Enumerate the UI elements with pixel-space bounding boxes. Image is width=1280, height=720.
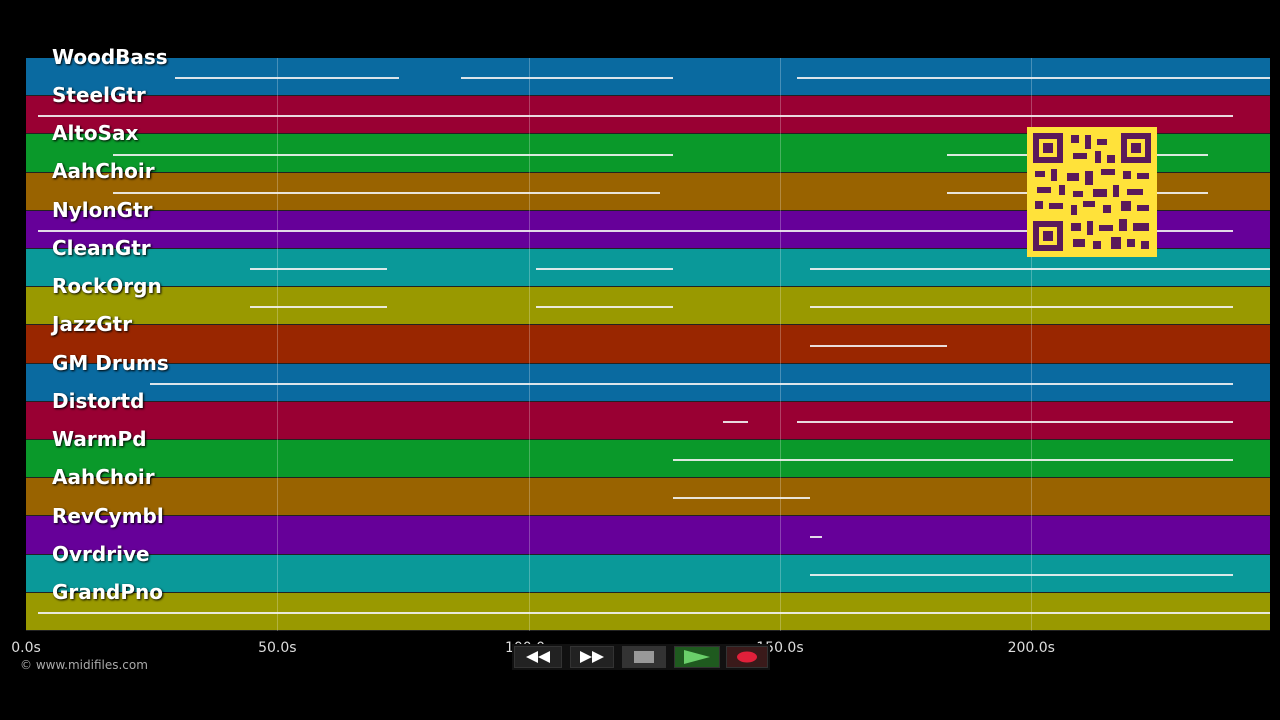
play-icon — [684, 650, 710, 664]
note-streak — [809, 344, 947, 347]
track-label: AahChoir — [52, 159, 155, 183]
stop-button[interactable] — [622, 646, 666, 668]
copyright-text: © www.midifiles.com — [20, 658, 148, 672]
note-streak — [38, 611, 1270, 614]
time-tick-label: 50.0s — [258, 640, 297, 656]
note-streak — [809, 535, 823, 538]
track-label: GrandPno — [52, 580, 163, 604]
time-gridline — [277, 58, 279, 631]
note-streak — [461, 77, 673, 80]
note-streak — [797, 77, 1270, 80]
note-streak — [809, 306, 1233, 309]
note-streak — [722, 420, 748, 423]
record-icon — [737, 651, 757, 663]
track-lane[interactable] — [26, 287, 1270, 326]
time-gridline — [1031, 58, 1033, 631]
fast-forward-icon — [580, 651, 604, 663]
track-label: RockOrgn — [52, 274, 162, 298]
track-label: SteelGtr — [52, 83, 146, 107]
track-label: Ovrdrive — [52, 542, 150, 566]
note-streak — [113, 191, 661, 194]
track-label: CleanGtr — [52, 236, 151, 260]
time-tick-label: 200.0s — [1007, 640, 1055, 656]
note-streak — [809, 573, 1233, 576]
fast-forward-button[interactable] — [570, 646, 614, 668]
track-label: NylonGtr — [52, 198, 153, 222]
note-streak — [809, 268, 1270, 271]
note-streak — [249, 306, 387, 309]
track-label: JazzGtr — [52, 312, 133, 336]
rewind-icon — [526, 651, 550, 663]
transport-bar — [512, 644, 770, 670]
note-streak — [150, 382, 1233, 385]
track-lane[interactable] — [26, 325, 1270, 364]
note-streak — [249, 268, 387, 271]
time-gridline — [779, 58, 781, 631]
stop-icon — [634, 651, 654, 663]
qr-code-icon — [1027, 127, 1157, 257]
time-tick-label: 0.0s — [11, 640, 41, 656]
note-streak — [672, 459, 1233, 462]
play-button[interactable] — [674, 646, 720, 668]
track-label: RevCymbl — [52, 504, 164, 528]
note-streak — [175, 77, 400, 80]
track-label: WarmPd — [52, 427, 147, 451]
time-gridline — [528, 58, 530, 631]
track-lane[interactable] — [26, 516, 1270, 555]
track-label: AahChoir — [52, 465, 155, 489]
record-button[interactable] — [726, 646, 768, 668]
note-streak — [38, 115, 1233, 118]
track-label: GM Drums — [52, 351, 169, 375]
track-label: AltoSax — [52, 121, 139, 145]
track-lane[interactable] — [26, 478, 1270, 517]
track-label: WoodBass — [52, 45, 168, 69]
note-streak — [113, 153, 673, 156]
note-streak — [672, 497, 810, 500]
track-label: Distortd — [52, 389, 145, 413]
rewind-button[interactable] — [514, 646, 562, 668]
note-streak — [536, 306, 673, 309]
note-streak — [38, 229, 1233, 232]
note-streak — [536, 268, 673, 271]
note-streak — [797, 420, 1233, 423]
